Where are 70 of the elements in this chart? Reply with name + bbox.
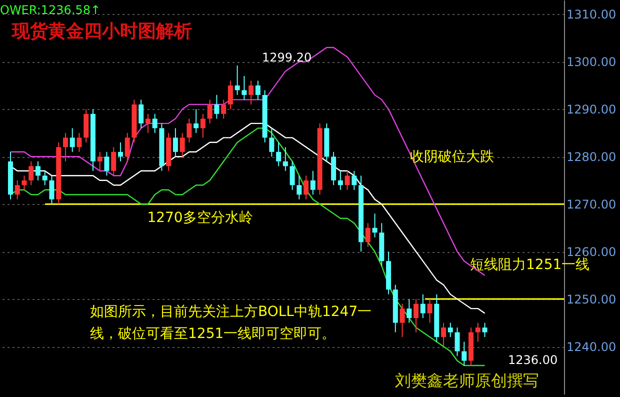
- y-tick-label: 1240.00: [566, 340, 616, 354]
- text: 1236.00: [508, 353, 558, 367]
- candlestick: [49, 175, 54, 205]
- candlestick: [331, 151, 336, 186]
- candlestick: [338, 170, 343, 190]
- candlestick: [276, 142, 282, 167]
- candlestick: [365, 222, 370, 248]
- candlestick: [344, 170, 350, 190]
- candlestick: [111, 146, 116, 176]
- candlestick: [76, 132, 82, 152]
- candlestick: [84, 108, 89, 143]
- candlestick: [427, 298, 432, 324]
- candlestick: [200, 113, 206, 138]
- annotation: 1299.20: [262, 50, 312, 65]
- candlestick: [28, 160, 34, 186]
- candlestick: [70, 128, 75, 152]
- candlestick: [352, 170, 357, 190]
- candlestick: [214, 94, 220, 120]
- candlestick: [145, 113, 150, 134]
- annotation: OWER:1236.58↑: [0, 3, 101, 17]
- candlestick: [462, 341, 467, 366]
- candlestick: [255, 80, 260, 100]
- candlestick: [180, 132, 185, 158]
- candlestick: [228, 80, 233, 110]
- candlestick: [62, 132, 68, 162]
- y-tick-label: 1310.00: [566, 8, 616, 22]
- candlestick: [304, 175, 309, 200]
- candlestick: [282, 146, 288, 172]
- candlestick: [414, 298, 419, 333]
- candlestick: [269, 128, 274, 158]
- candlestick: [35, 160, 40, 181]
- candlestick: [372, 213, 378, 238]
- candlestick: [482, 322, 488, 338]
- candlestick: [406, 298, 412, 324]
- candlestick: [400, 303, 405, 338]
- candlestick: [221, 99, 226, 120]
- candlestick: [194, 108, 199, 134]
- candlestick: [97, 151, 102, 172]
- candlestick: [186, 118, 192, 143]
- candlestick: [124, 132, 130, 162]
- candlestick: [172, 128, 178, 158]
- candlestick: [14, 180, 20, 200]
- candlestick: [248, 80, 254, 105]
- candlestick: [234, 65, 240, 96]
- text: 现货黄金四小时图解析: [11, 21, 192, 42]
- y-tick-label: 1250.00: [566, 292, 616, 307]
- candlestick: [310, 170, 316, 196]
- candlestick: [290, 160, 295, 190]
- candlestick: [441, 322, 446, 348]
- y-tick-label: 1300.00: [566, 55, 616, 70]
- candlestick: [104, 151, 110, 176]
- candlestick: [296, 175, 302, 200]
- candlestick: [475, 322, 480, 342]
- ref-line-label: 1270多空分水岭: [147, 210, 253, 226]
- candlestick: [420, 294, 426, 319]
- candlestick: [448, 322, 453, 338]
- candlestick: [22, 175, 27, 190]
- candlestick: [42, 170, 48, 186]
- candlestick: [207, 99, 212, 124]
- candlestick: [152, 113, 158, 134]
- candlestick: [138, 99, 144, 129]
- annotation: 刘樊鑫老师原创撰写: [395, 371, 539, 390]
- annotation: 如图所示，目前先关注上方BOLL中轨1247一线，破位可看至1251一线即可空即可。: [90, 304, 372, 342]
- ref-line-label: 短线阻力1251一线: [470, 257, 590, 274]
- y-tick-label: 1280.00: [566, 150, 616, 164]
- candlestick: [118, 142, 123, 162]
- y-tick-label: 1290.00: [566, 102, 616, 117]
- candlestick: [454, 327, 460, 357]
- y-tick-label: 1270.00: [566, 198, 616, 212]
- candlestick: [242, 75, 247, 100]
